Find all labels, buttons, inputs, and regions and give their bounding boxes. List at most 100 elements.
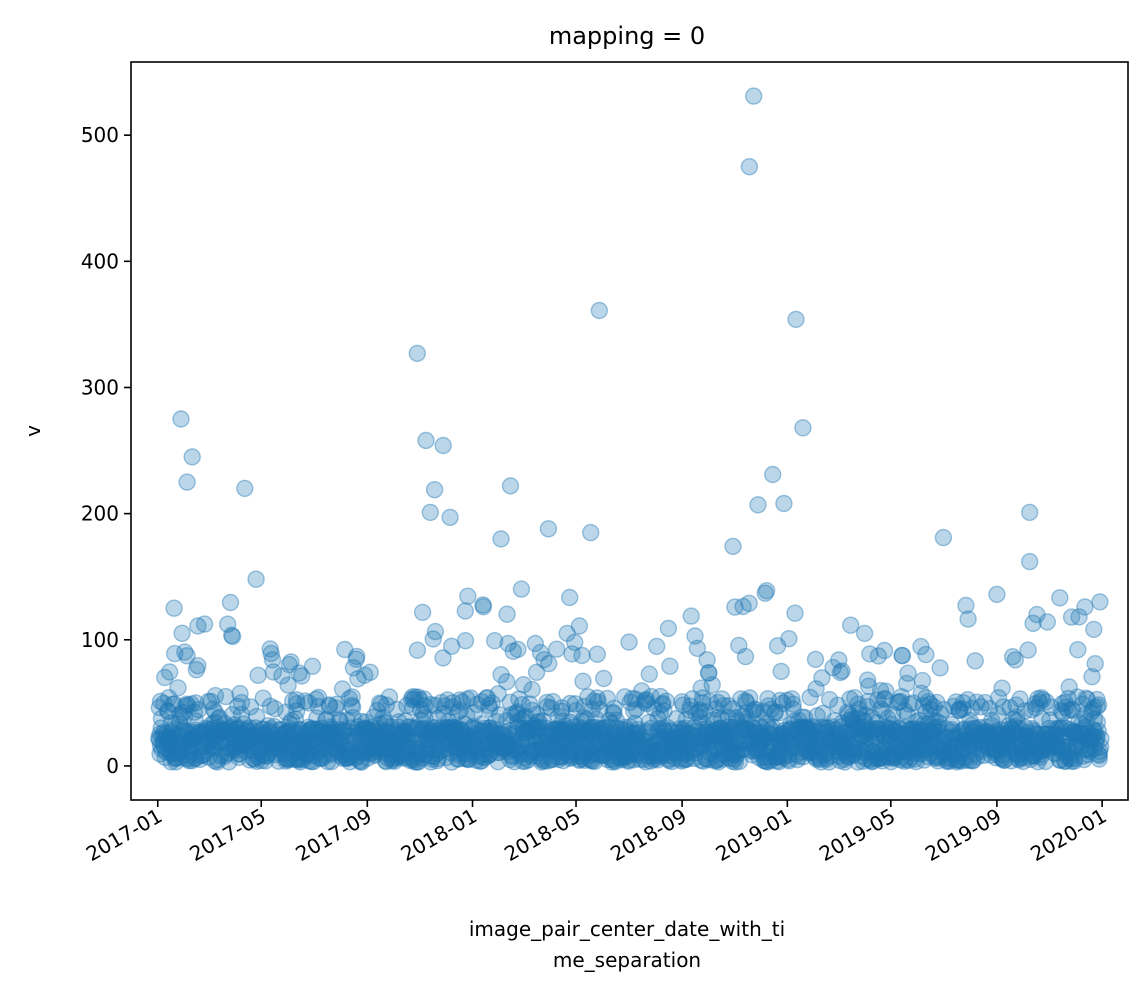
data-point <box>380 741 399 759</box>
data-point <box>312 749 330 768</box>
data-point <box>275 745 293 763</box>
data-point <box>331 731 349 749</box>
data-point <box>160 663 179 681</box>
data-point <box>328 743 347 761</box>
data-point <box>476 738 495 756</box>
data-point <box>966 652 984 670</box>
data-point <box>351 723 370 742</box>
data-point <box>277 703 295 721</box>
data-point <box>458 750 476 768</box>
data-point <box>467 736 485 754</box>
data-point <box>257 739 275 757</box>
data-point <box>456 737 474 755</box>
data-point <box>378 740 396 758</box>
data-point <box>254 689 272 707</box>
data-point <box>389 731 407 749</box>
data-point <box>1091 593 1109 611</box>
data-point <box>523 680 541 699</box>
data-point <box>236 734 255 752</box>
data-point <box>917 645 935 664</box>
data-point <box>178 647 196 665</box>
data-point <box>283 727 301 745</box>
data-point <box>375 739 393 757</box>
data-point <box>330 721 348 739</box>
data-point <box>456 749 474 767</box>
data-point <box>307 723 326 742</box>
data-point <box>271 721 289 739</box>
data-point <box>276 740 294 758</box>
data-point <box>153 726 172 745</box>
data-point <box>225 737 243 755</box>
data-point <box>180 752 198 770</box>
data-point <box>296 692 314 710</box>
data-point <box>352 712 371 731</box>
data-point <box>204 700 223 718</box>
data-point <box>161 729 179 748</box>
data-point <box>314 738 333 757</box>
data-point <box>661 657 679 675</box>
data-point <box>228 741 247 759</box>
data-point <box>298 746 317 765</box>
data-point <box>184 723 202 741</box>
data-point <box>390 732 408 750</box>
data-point <box>181 731 200 749</box>
data-point <box>366 736 384 754</box>
data-point <box>343 688 361 706</box>
data-point <box>248 752 266 770</box>
data-point <box>422 695 440 714</box>
data-point <box>452 724 470 743</box>
data-point <box>284 728 302 746</box>
data-point <box>269 739 287 757</box>
data-point <box>459 727 478 745</box>
data-point <box>339 749 357 767</box>
data-point <box>384 745 403 764</box>
data-point <box>210 708 229 727</box>
data-point <box>169 679 187 697</box>
data-point <box>358 720 376 738</box>
data-point <box>229 728 248 746</box>
data-point <box>284 692 302 710</box>
data-point <box>376 722 394 740</box>
data-point <box>548 640 566 658</box>
data-point <box>268 730 287 748</box>
data-point <box>404 688 422 706</box>
data-point <box>454 723 472 741</box>
data-point <box>478 738 496 756</box>
data-point <box>333 680 352 698</box>
data-point <box>454 740 472 758</box>
data-point <box>433 741 452 760</box>
data-point <box>308 720 327 738</box>
data-point <box>442 719 460 738</box>
data-point <box>191 732 209 750</box>
data-point <box>439 733 457 752</box>
data-point <box>293 729 312 747</box>
data-point <box>274 726 292 744</box>
data-point <box>347 749 365 767</box>
data-point <box>172 738 190 756</box>
data-point <box>383 737 402 755</box>
data-point <box>402 738 421 757</box>
data-point <box>474 596 492 614</box>
data-point <box>289 750 307 768</box>
data-point <box>235 715 253 733</box>
data-point <box>280 750 299 768</box>
data-point <box>183 744 202 762</box>
data-point <box>588 645 606 663</box>
data-point <box>213 733 231 751</box>
data-point <box>409 737 427 755</box>
data-point <box>367 736 385 755</box>
data-point <box>209 709 228 728</box>
data-point <box>221 593 240 612</box>
data-point <box>294 733 312 751</box>
data-point <box>385 737 403 755</box>
data-point <box>468 751 486 769</box>
data-point <box>446 728 464 747</box>
data-point <box>478 723 497 741</box>
data-point <box>319 726 337 744</box>
data-point <box>295 731 313 749</box>
data-point <box>448 741 466 760</box>
data-point <box>203 736 221 755</box>
data-point <box>262 644 280 663</box>
data-point <box>262 731 281 749</box>
data-point <box>375 722 394 741</box>
